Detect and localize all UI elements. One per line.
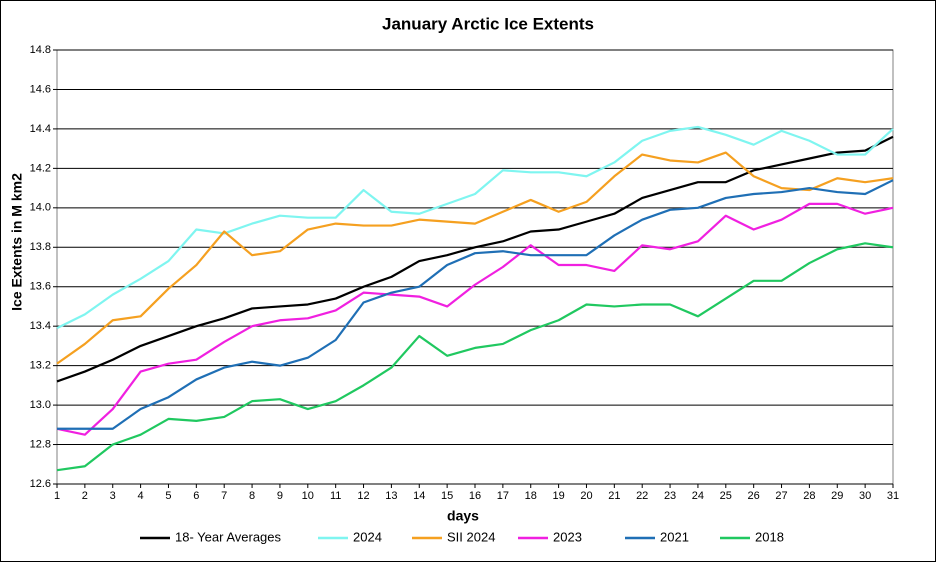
series-line xyxy=(56,151,894,365)
x-tick-label: 20 xyxy=(580,490,592,502)
x-tick-label: 31 xyxy=(887,490,899,502)
plot-area xyxy=(56,49,894,485)
x-axis-title: days xyxy=(447,508,479,524)
x-tick-label: 6 xyxy=(193,490,199,502)
y-tick-label: 12.6 xyxy=(30,478,51,490)
x-tick-label: 3 xyxy=(110,490,116,502)
x-tick-label: 22 xyxy=(636,490,648,502)
series-line xyxy=(56,242,894,472)
x-tick-label: 1 xyxy=(54,490,60,502)
series-line xyxy=(56,135,894,383)
x-tick-label: 9 xyxy=(277,490,283,502)
y-tick-label: 13.8 xyxy=(30,241,51,253)
legend-label: 2024 xyxy=(353,529,382,544)
y-tick-label: 13.2 xyxy=(30,360,51,372)
legend-label: 2021 xyxy=(660,529,689,544)
x-tick-label: 19 xyxy=(552,490,564,502)
x-tick-label: 5 xyxy=(165,490,171,502)
x-tick-label: 16 xyxy=(469,490,481,502)
legend-label: 18- Year Averages xyxy=(175,529,282,544)
x-tick-label: 7 xyxy=(221,490,227,502)
x-tick-label: 30 xyxy=(859,490,871,502)
x-tick-label: 11 xyxy=(330,490,341,502)
series-line xyxy=(57,179,894,430)
x-tick-label: 29 xyxy=(831,490,843,502)
x-tick-label: 4 xyxy=(138,490,144,502)
x-tick-label: 28 xyxy=(803,490,815,502)
y-tick-label: 14.8 xyxy=(30,44,51,56)
y-tick-label: 13.4 xyxy=(30,320,51,332)
y-tick-label: 13.0 xyxy=(30,399,51,411)
y-tick-label: 14.6 xyxy=(30,83,51,95)
x-tick-label: 13 xyxy=(385,490,397,502)
x-tick-label: 26 xyxy=(748,490,760,502)
x-tick-label: 2 xyxy=(82,490,88,502)
legend-label: 2018 xyxy=(755,529,784,544)
y-tick-label: 13.6 xyxy=(30,281,51,293)
x-tick-label: 8 xyxy=(249,490,255,502)
x-tick-label: 10 xyxy=(302,490,314,502)
x-tick-label: 12 xyxy=(357,490,369,502)
x-tick-label: 23 xyxy=(664,490,676,502)
series-line xyxy=(56,202,894,436)
y-tick-label: 14.0 xyxy=(30,202,51,214)
x-tick-label: 24 xyxy=(692,490,704,502)
y-tick-label: 14.4 xyxy=(30,123,51,135)
x-tick-label: 27 xyxy=(775,490,787,502)
x-tick-label: 17 xyxy=(497,490,509,502)
x-tick-label: 15 xyxy=(441,490,453,502)
y-tick-label: 14.2 xyxy=(30,162,51,174)
y-axis-title: Ice Extents in M km2 xyxy=(9,173,25,311)
chart-title: January Arctic Ice Extents xyxy=(382,14,594,33)
y-tick-label: 12.8 xyxy=(30,438,51,450)
legend-label: SII 2024 xyxy=(447,529,495,544)
x-tick-label: 21 xyxy=(608,490,620,502)
legend-label: 2023 xyxy=(553,529,582,544)
x-tick-label: 18 xyxy=(525,490,537,502)
series-line xyxy=(56,125,894,330)
x-tick-label: 14 xyxy=(413,490,425,502)
x-tick-label: 25 xyxy=(720,490,732,502)
